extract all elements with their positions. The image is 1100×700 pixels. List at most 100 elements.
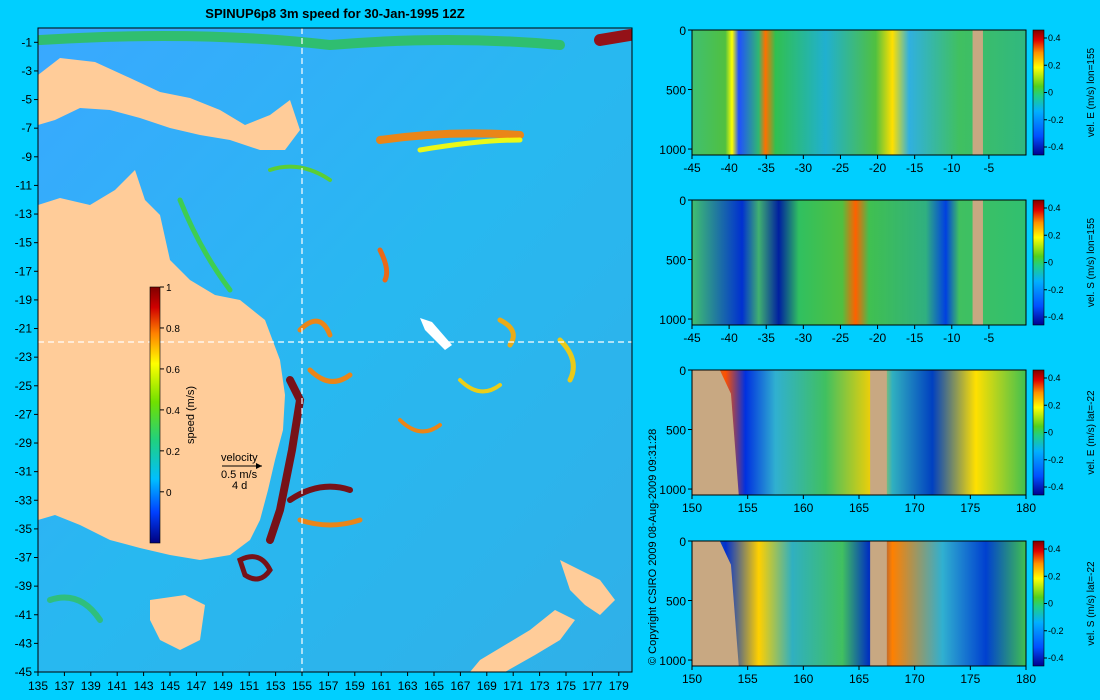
map-x-tick-label: 145 <box>160 679 180 693</box>
current-feature <box>47 594 103 623</box>
map-x-tick-label: 135 <box>28 679 48 693</box>
section-x-tick-label: -20 <box>869 331 887 345</box>
speed-map: SPINUP6p8 3m speed for 30-Jan-1995 12Z 1… <box>15 6 633 693</box>
section-x-tick-label: 155 <box>738 672 758 686</box>
land-tasmania <box>150 595 205 650</box>
map-y-ticks: -1 -3 -5 -7 -9 -11 -13 -15 -17 -19 -21 -23 -25 -27 -29… <box>15 35 38 679</box>
section-y-tick-label: 500 <box>666 424 686 438</box>
section-y-tick-label: 1000 <box>659 483 686 497</box>
section-colorbar-tick-label: 0.4 <box>1048 544 1061 554</box>
map-y-tick-label: -15 <box>15 236 33 250</box>
current-feature <box>377 247 390 283</box>
section-field <box>692 200 1026 325</box>
section-panel-1: -45 -40 -35 -30 -25 -20 -15 -10 -5 0 500 1000 0.4 0.2… <box>659 24 1097 175</box>
map-x-tick-label: 155 <box>292 679 312 693</box>
speed-colorbar-tick-label: 0.4 <box>166 406 180 417</box>
map-y-tick-label: -41 <box>15 608 33 622</box>
section-field <box>692 541 1026 666</box>
map-y-tick-label: -9 <box>21 150 32 164</box>
map-x-tick-label: 153 <box>266 679 286 693</box>
section-colorbar-ramp <box>1032 540 1045 667</box>
section-panel-3: 150 155 160 165 170 175 180 0 500 1000 0.4 0.2 0 -0.2… <box>659 364 1097 515</box>
map-x-tick-label: 163 <box>398 679 418 693</box>
map-y-tick-label: -39 <box>15 579 33 593</box>
map-x-tick-label: 169 <box>477 679 497 693</box>
section-x-tick-label: 175 <box>960 672 980 686</box>
current-feature <box>557 337 576 383</box>
current-feature <box>594 29 632 46</box>
current-feature <box>307 367 353 384</box>
section-x-tick-label: -20 <box>869 161 887 175</box>
current-feature <box>268 164 332 182</box>
section-colorbar-tick-label: 0 <box>1048 428 1053 438</box>
section-y-tick-label: 1000 <box>659 654 686 668</box>
current-feature <box>398 418 442 434</box>
map-y-tick-label: -25 <box>15 379 33 393</box>
section-y-tick-label: 500 <box>666 595 686 609</box>
section-frame <box>691 199 1027 326</box>
speed-colorbar-tick-label: 0.8 <box>166 324 180 335</box>
section-colorbar-label: vel. S (m/s) lon=155 <box>1086 217 1097 307</box>
map-x-tick-label: 139 <box>81 679 101 693</box>
land-new-zealand-south <box>470 610 575 672</box>
current-feature <box>297 318 333 338</box>
section-x-tick-label: 155 <box>738 501 758 515</box>
land-new-guinea <box>38 58 300 150</box>
map-x-tick-label: 161 <box>371 679 391 693</box>
section-y-tick-label: 0 <box>679 24 686 38</box>
map-y-tick-label: -5 <box>21 93 32 107</box>
map-x-tick-label: 173 <box>530 679 550 693</box>
section-colorbar-tick-label: 0.2 <box>1048 571 1061 581</box>
copyright-text: © Copyright CSIRO 2009 08-Aug-2009 09:31… <box>647 429 659 665</box>
map-x-tick-label: 143 <box>134 679 154 693</box>
map-field <box>38 28 632 672</box>
speed-colorbar-tick-label: 0.2 <box>166 447 180 458</box>
map-title: SPINUP6p8 3m speed for 30-Jan-1995 12Z <box>205 6 464 21</box>
current-feature <box>266 376 305 544</box>
section-colorbar-tick-label: 0.2 <box>1048 60 1061 70</box>
section-panel-2: -45 -40 -35 -30 -25 -20 -15 -10 -5 0 500 1000 0.4 0.2… <box>659 194 1097 345</box>
section-land <box>692 541 739 666</box>
map-y-tick-label: -29 <box>15 436 33 450</box>
map-y-tick-label: -7 <box>21 121 32 135</box>
speed-colorbar-tick-label: 0 <box>166 488 172 499</box>
section-field <box>692 370 1026 495</box>
map-x-tick-label: 159 <box>345 679 365 693</box>
section-colorbar-tick-label: -0.4 <box>1048 653 1064 663</box>
section-colorbar-tick-label: 0 <box>1048 258 1053 268</box>
section-x-tick-label: -15 <box>906 331 924 345</box>
current-feature <box>297 517 363 528</box>
map-x-tick-label: 175 <box>556 679 576 693</box>
section-x-tick-label: 160 <box>793 501 813 515</box>
section-x-tick-label: -25 <box>832 331 850 345</box>
section-y-tick-label: 500 <box>666 84 686 98</box>
section-colorbar-ramp <box>1032 369 1045 496</box>
section-colorbar-tick-label: 0.4 <box>1048 33 1061 43</box>
map-x-tick-label: 157 <box>318 679 338 693</box>
map-x-tick-label: 165 <box>424 679 444 693</box>
map-y-tick-label: -21 <box>15 322 33 336</box>
section-colorbar-tick-label: -0.4 <box>1048 312 1064 322</box>
section-y-tick-label: 0 <box>679 364 686 378</box>
velocity-key-arrowhead <box>256 463 262 469</box>
section-y-tick-label: 0 <box>679 194 686 208</box>
section-x-tick-label: 150 <box>682 672 702 686</box>
section-colorbar-label: vel. E (m/s) lat=-22 <box>1086 390 1097 475</box>
map-x-tick-label: 179 <box>609 679 629 693</box>
section-x-tick-label: -30 <box>795 331 813 345</box>
map-y-tick-label: -43 <box>15 636 33 650</box>
section-x-tick-label: -10 <box>943 161 961 175</box>
speed-colorbar-tick-label: 1 <box>166 283 172 294</box>
section-field <box>692 30 1026 155</box>
current-feature <box>376 129 524 144</box>
map-y-tick-label: -19 <box>15 293 33 307</box>
map-frame <box>37 27 633 673</box>
current-feature <box>287 483 353 503</box>
section-land <box>972 200 983 325</box>
section-colorbar-tick-label: -0.4 <box>1048 142 1064 152</box>
current-feature <box>236 554 273 582</box>
map-y-tick-label: -45 <box>15 665 33 679</box>
map-y-tick-label: -27 <box>15 407 33 421</box>
section-y-tick-label: 1000 <box>659 313 686 327</box>
